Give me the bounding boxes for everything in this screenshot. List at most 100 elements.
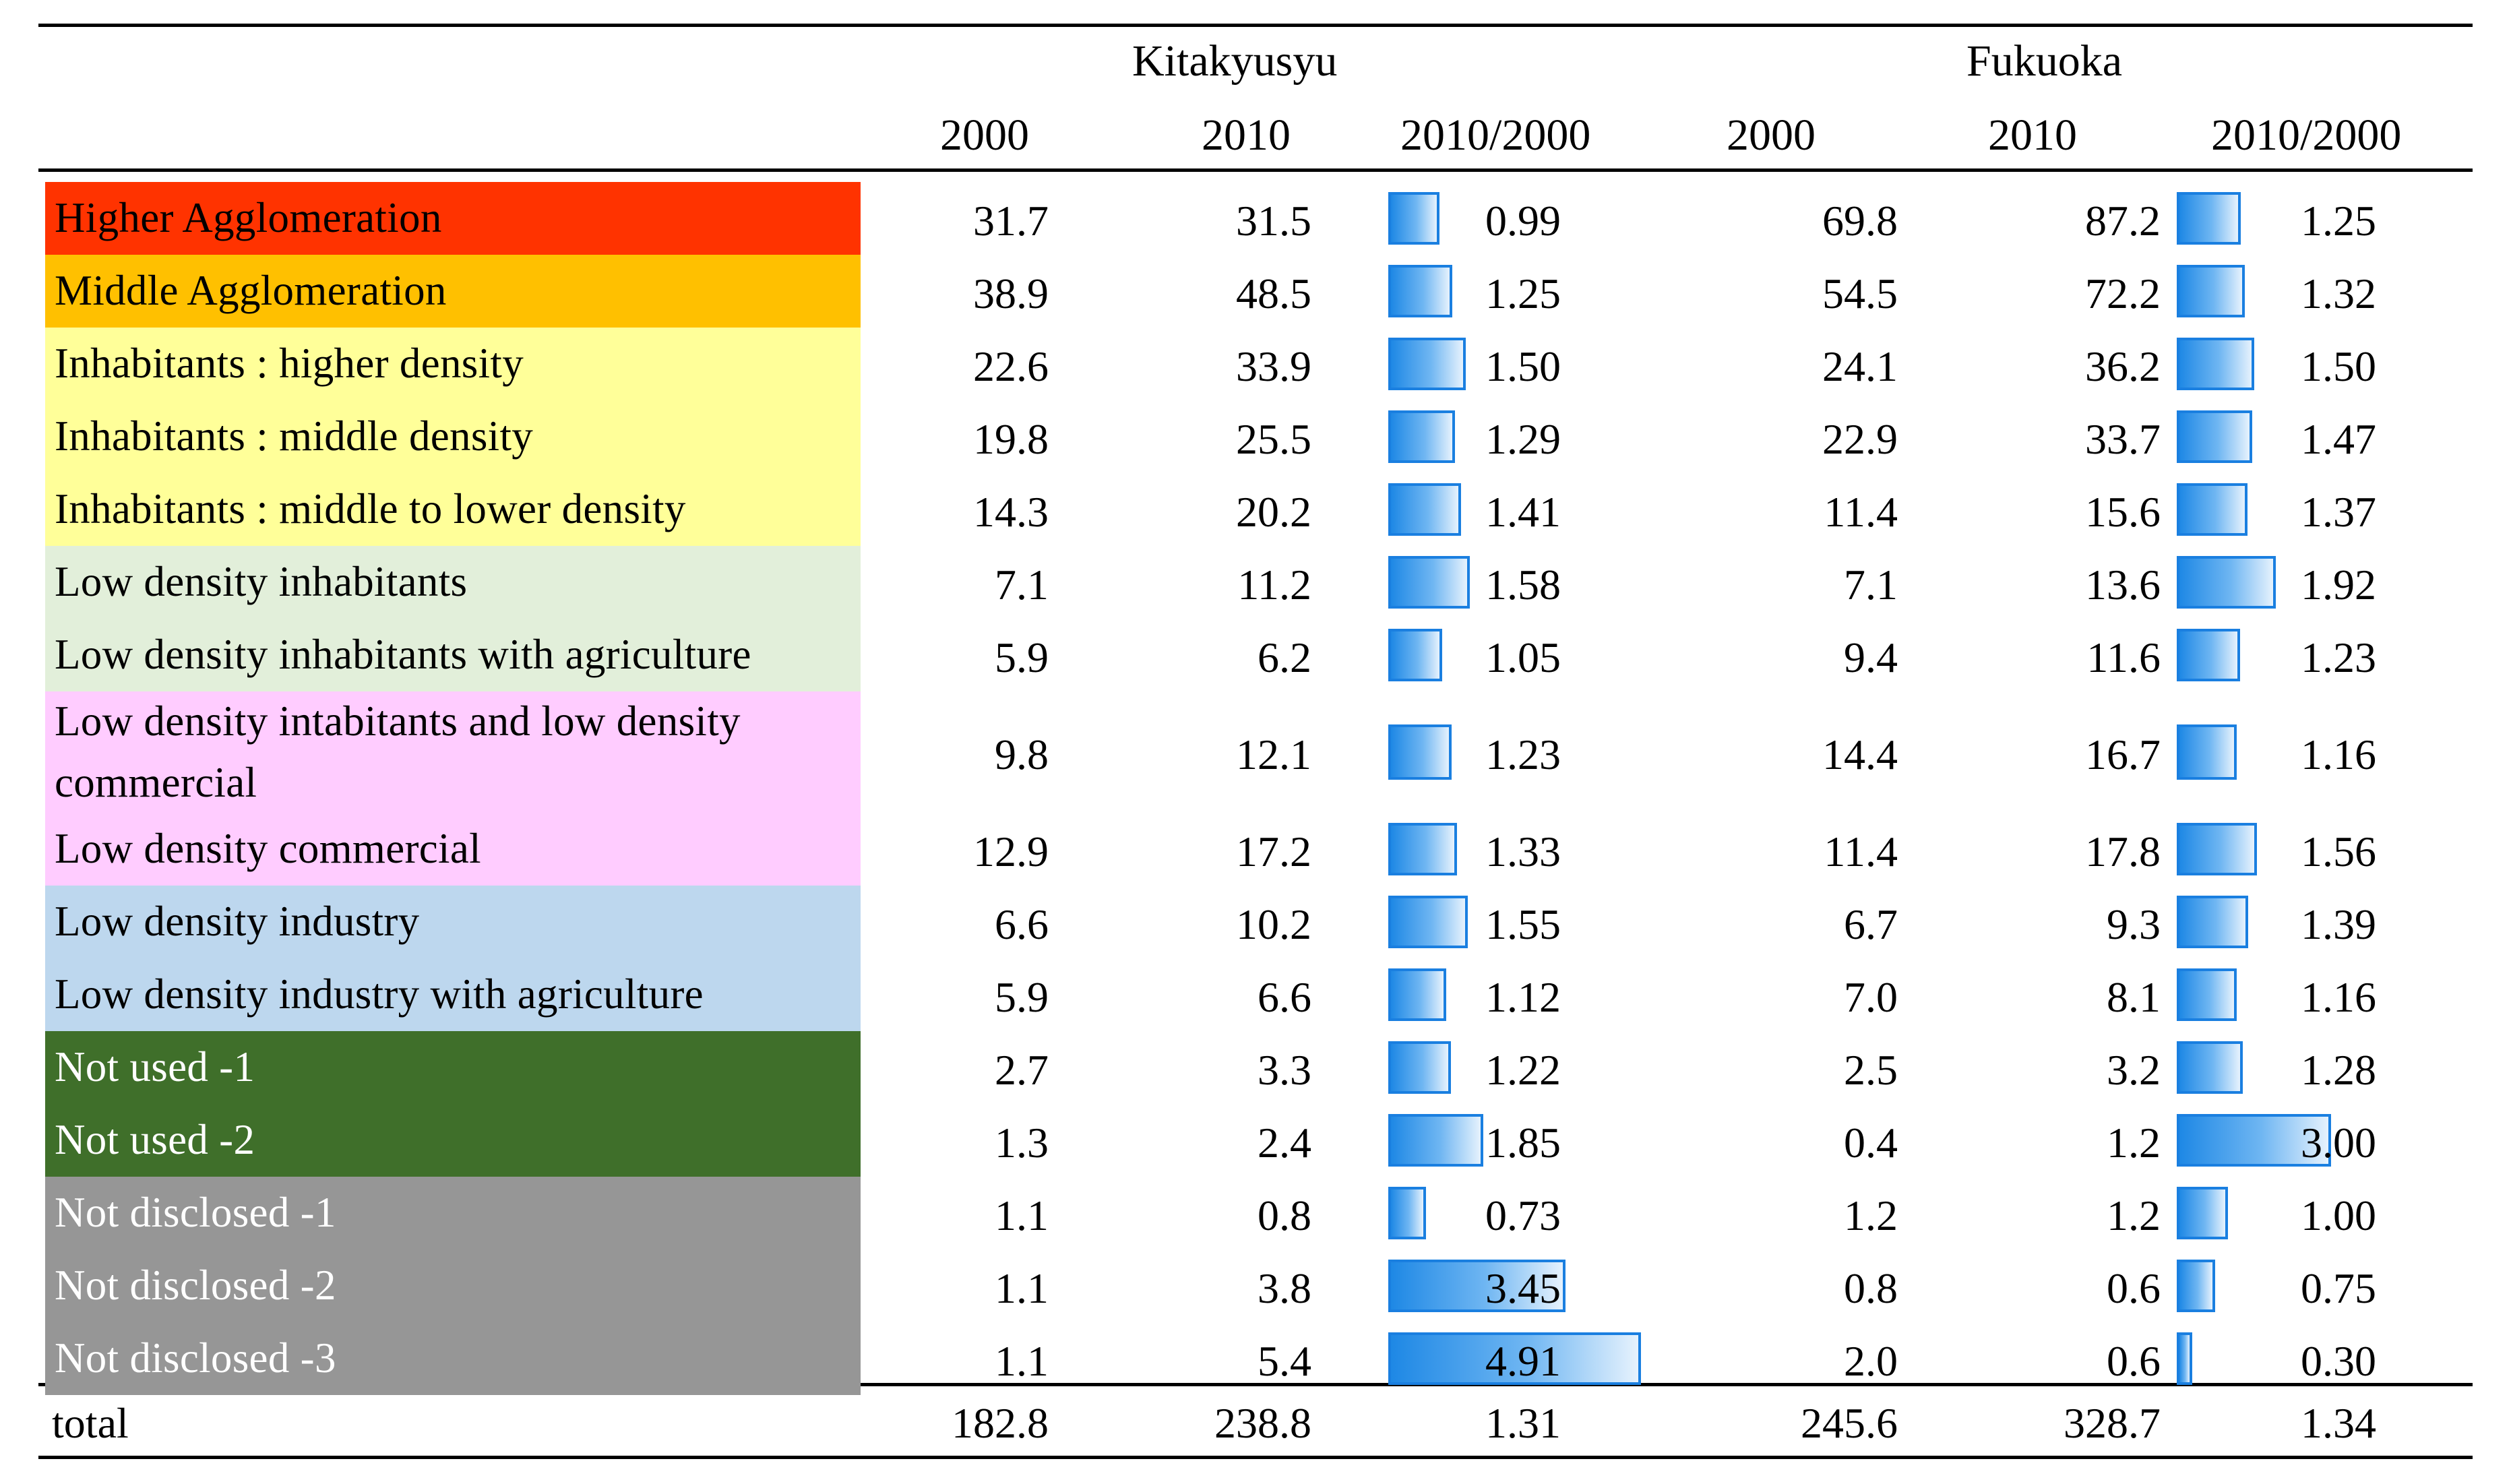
total-f2010: 328.7 [2064, 1399, 2161, 1447]
cell-k2000: 1.1 [995, 1337, 1049, 1385]
ratio-value-kitakyusyu: 1.23 [1485, 731, 1561, 778]
total-k2010: 238.8 [1214, 1399, 1311, 1447]
ratio-value-fukuoka: 1.92 [2301, 561, 2376, 609]
cell-k2010: 48.5 [1236, 270, 1311, 317]
cell-f2010: 0.6 [2107, 1264, 2161, 1312]
cell-k2000: 9.8 [995, 731, 1049, 778]
cell-k2000: 22.6 [973, 342, 1049, 390]
ratio-value-kitakyusyu: 3.45 [1485, 1264, 1561, 1312]
cell-k2010: 17.2 [1236, 828, 1311, 875]
cell-k2000: 38.9 [973, 270, 1049, 317]
ratio-bar-kitakyusyu [1388, 1332, 1641, 1385]
ratio-bar-kitakyusyu [1388, 1114, 1484, 1167]
row-label: Low density intabitants and low density … [45, 691, 861, 813]
row-label: Low density industry with agriculture [45, 958, 861, 1031]
bottom-rule [38, 1456, 2473, 1459]
ratio-bar-kitakyusyu [1388, 1260, 1566, 1312]
cell-f2010: 0.6 [2107, 1337, 2161, 1385]
ratio-bar-fukuoka [2177, 724, 2237, 780]
total-fratio: 1.34 [2301, 1399, 2376, 1447]
ratio-bar-fukuoka [2177, 1332, 2192, 1385]
ratio-bar-kitakyusyu [1388, 724, 1452, 780]
ratio-bar-kitakyusyu [1388, 968, 1446, 1021]
cell-k2010: 0.8 [1258, 1192, 1311, 1239]
ratio-value-kitakyusyu: 4.91 [1485, 1337, 1561, 1385]
ratio-value-kitakyusyu: 1.29 [1485, 415, 1561, 463]
cell-k2010: 11.2 [1237, 561, 1311, 609]
cell-f2010: 13.6 [2085, 561, 2161, 609]
cell-f2010: 72.2 [2085, 270, 2161, 317]
ratio-bar-fukuoka [2177, 1187, 2229, 1239]
col-header-k2000: 2000 [940, 111, 1029, 160]
ratio-bar-fukuoka [2177, 556, 2276, 609]
ratio-bar-fukuoka [2177, 1041, 2243, 1094]
cell-f2010: 36.2 [2085, 342, 2161, 390]
ratio-bar-kitakyusyu [1388, 823, 1457, 875]
ratio-value-fukuoka: 3.00 [2301, 1119, 2376, 1167]
cell-f2000: 69.8 [1822, 197, 1898, 245]
header-rule [38, 168, 2473, 172]
ratio-value-kitakyusyu: 1.25 [1485, 270, 1561, 317]
cell-k2000: 19.8 [973, 415, 1049, 463]
ratio-bar-kitakyusyu [1388, 483, 1461, 536]
cell-k2010: 10.2 [1236, 900, 1311, 948]
cell-f2010: 16.7 [2085, 731, 2161, 778]
ratio-value-fukuoka: 1.16 [2301, 731, 2376, 778]
ratio-value-fukuoka: 1.47 [2301, 415, 2376, 463]
cell-k2000: 6.6 [995, 900, 1049, 948]
ratio-bar-fukuoka [2177, 1260, 2216, 1312]
group-header-fukuoka: Fukuoka [1966, 36, 2122, 86]
ratio-value-kitakyusyu: 1.85 [1485, 1119, 1561, 1167]
ratio-value-fukuoka: 1.32 [2301, 270, 2376, 317]
ratio-bar-fukuoka [2177, 410, 2253, 463]
cell-f2010: 8.1 [2107, 973, 2161, 1021]
cell-f2000: 2.0 [1844, 1337, 1898, 1385]
cell-k2010: 6.2 [1258, 633, 1311, 681]
row-label: Inhabitants : middle density [45, 400, 861, 473]
col-header-k2010: 2010 [1202, 111, 1291, 160]
ratio-bar-kitakyusyu [1388, 265, 1453, 317]
ratio-bar-fukuoka [2177, 192, 2241, 245]
total-k2000: 182.8 [952, 1399, 1049, 1447]
total-rule [38, 1383, 2473, 1386]
row-label: Higher Agglomeration [45, 182, 861, 255]
row-label: Low density commercial [45, 813, 861, 886]
cell-f2000: 22.9 [1822, 415, 1898, 463]
total-f2000: 245.6 [1801, 1399, 1898, 1447]
cell-f2000: 0.8 [1844, 1264, 1898, 1312]
cell-k2010: 20.2 [1236, 488, 1311, 536]
ratio-bar-kitakyusyu [1388, 896, 1468, 948]
cell-f2000: 9.4 [1844, 633, 1898, 681]
cell-k2000: 1.1 [995, 1264, 1049, 1312]
ratio-value-kitakyusyu: 1.50 [1485, 342, 1561, 390]
cell-k2000: 31.7 [973, 197, 1049, 245]
ratio-value-fukuoka: 1.00 [2301, 1192, 2376, 1239]
row-label: Not disclosed -3 [45, 1322, 861, 1395]
cell-f2000: 1.2 [1844, 1192, 1898, 1239]
cell-k2010: 12.1 [1236, 731, 1311, 778]
cell-f2010: 1.2 [2107, 1192, 2161, 1239]
ratio-value-kitakyusyu: 0.73 [1485, 1192, 1561, 1239]
cell-f2010: 1.2 [2107, 1119, 2161, 1167]
cell-k2010: 25.5 [1236, 415, 1311, 463]
cell-k2000: 7.1 [995, 561, 1049, 609]
ratio-value-kitakyusyu: 1.12 [1485, 973, 1561, 1021]
ratio-bar-fukuoka [2177, 1114, 2332, 1167]
cell-f2000: 24.1 [1822, 342, 1898, 390]
cell-f2000: 6.7 [1844, 900, 1898, 948]
row-label: Low density industry [45, 886, 861, 958]
col-header-f2010: 2010 [1988, 111, 2077, 160]
ratio-bar-fukuoka [2177, 823, 2258, 875]
ratio-value-kitakyusyu: 1.05 [1485, 633, 1561, 681]
ratio-bar-kitakyusyu [1388, 556, 1470, 609]
row-label: Middle Agglomeration [45, 255, 861, 328]
ratio-value-fukuoka: 0.30 [2301, 1337, 2376, 1385]
cell-k2010: 3.3 [1258, 1046, 1311, 1094]
col-header-fratio: 2010/2000 [2211, 111, 2402, 160]
ratio-bar-kitakyusyu [1388, 629, 1443, 681]
cell-f2000: 54.5 [1822, 270, 1898, 317]
ratio-value-kitakyusyu: 1.41 [1485, 488, 1561, 536]
cell-f2010: 11.6 [2086, 633, 2161, 681]
ratio-value-fukuoka: 1.37 [2301, 488, 2376, 536]
row-label: Not disclosed -1 [45, 1177, 861, 1249]
